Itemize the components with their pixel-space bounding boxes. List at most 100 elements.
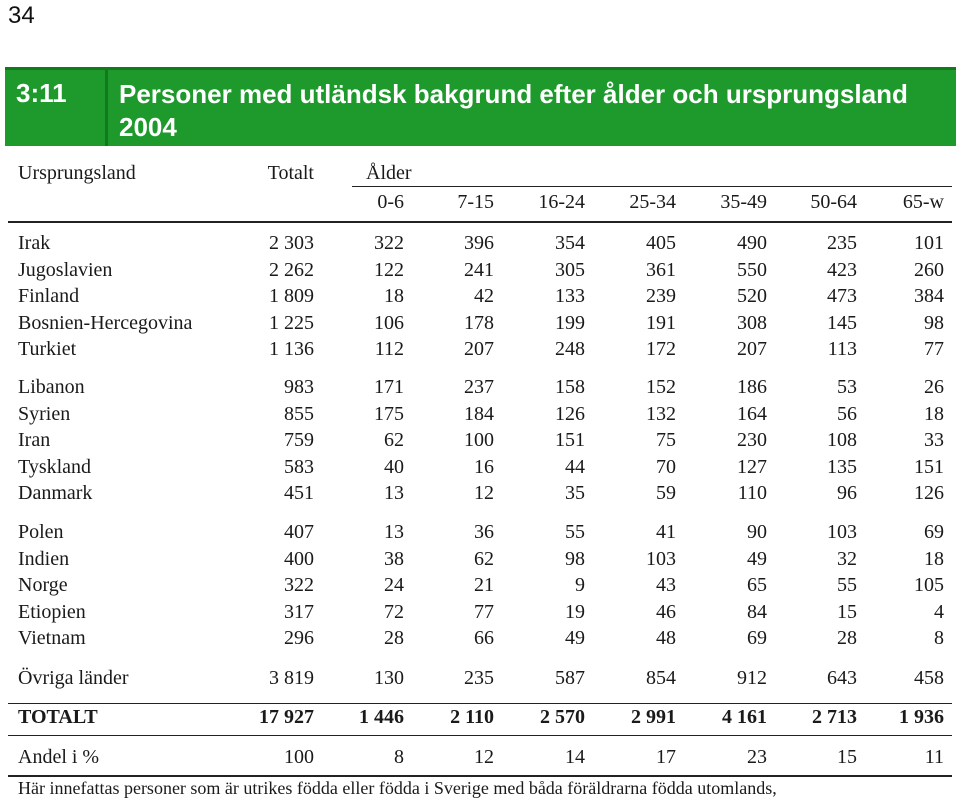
table-cell: 49: [565, 627, 585, 649]
table-cell: 550: [737, 259, 767, 281]
row-label: Libanon: [18, 376, 85, 398]
table-cell: 2 262: [269, 259, 314, 281]
table-cell: 230: [737, 429, 767, 451]
table-cell: 1 936: [899, 706, 944, 728]
table-cell: 24: [384, 574, 404, 596]
table-cell: 12: [474, 746, 494, 768]
row-label: Jugoslavien: [18, 259, 113, 281]
table-cell: 13: [384, 482, 404, 504]
table-cell: 151: [914, 456, 944, 478]
table-cell: 3 819: [269, 667, 314, 689]
row-label: Danmark: [18, 482, 93, 504]
row-label: Indien: [18, 548, 70, 570]
table-cell: 77: [474, 601, 494, 623]
table-cell: 587: [555, 667, 585, 689]
table-cell: 8: [934, 627, 944, 649]
table-cell: 260: [914, 259, 944, 281]
table-cell: 48: [656, 627, 676, 649]
table-cell: 18: [924, 548, 944, 570]
table-cell: 235: [464, 667, 494, 689]
table-cell: 322: [284, 574, 314, 596]
table-cell: 55: [837, 574, 857, 596]
table-cell: 490: [737, 232, 767, 254]
row-label: Norge: [18, 574, 68, 596]
table-cell: 98: [565, 548, 585, 570]
table-cell: 90: [747, 521, 767, 543]
table-cell: 384: [914, 285, 944, 307]
table-cell: 1 225: [269, 312, 314, 334]
header-age-group: 25-34: [629, 191, 676, 213]
table-cell: 105: [914, 574, 944, 596]
table-cell: 643: [827, 667, 857, 689]
header-age-group: 16-24: [538, 191, 585, 213]
table-cell: 26: [924, 376, 944, 398]
table-cell: 28: [837, 627, 857, 649]
page-number: 34: [8, 2, 35, 29]
table-cell: 122: [374, 259, 404, 281]
table-cell: 520: [737, 285, 767, 307]
table-cell: 759: [284, 429, 314, 451]
table-cell: 18: [384, 285, 404, 307]
table-cell: 53: [837, 376, 857, 398]
table-cell: 127: [737, 456, 767, 478]
table-cell: 396: [464, 232, 494, 254]
table-cell: 49: [747, 548, 767, 570]
table-cell: 854: [646, 667, 676, 689]
table-cell: 75: [656, 429, 676, 451]
row-label: Etiopien: [18, 601, 86, 623]
table-cell: 15: [837, 601, 857, 623]
table-cell: 55: [565, 521, 585, 543]
table-cell: 451: [284, 482, 314, 504]
table-cell: 69: [747, 627, 767, 649]
table-cell: 2 570: [540, 706, 585, 728]
table-cell: 178: [464, 312, 494, 334]
table-cell: 106: [374, 312, 404, 334]
table-cell: 354: [555, 232, 585, 254]
table-cell: 43: [656, 574, 676, 596]
footnote: Här innefattas personer som är utrikes f…: [18, 778, 777, 798]
table-cell: 175: [374, 403, 404, 425]
table-cell: 23: [747, 746, 767, 768]
table-cell: 1 809: [269, 285, 314, 307]
table-cell: 239: [646, 285, 676, 307]
header-rule: [8, 221, 952, 223]
table-cell: 2 713: [812, 706, 857, 728]
age-header-rule: [352, 186, 952, 187]
table-cell: 458: [914, 667, 944, 689]
header-origin: Ursprungsland: [18, 162, 136, 184]
table-cell: 322: [374, 232, 404, 254]
table-cell: 317: [284, 601, 314, 623]
table-cell: 42: [474, 285, 494, 307]
table-cell: 2 110: [450, 706, 494, 728]
table-cell: 207: [737, 338, 767, 360]
row-label: Övriga länder: [18, 667, 129, 689]
total-top-rule: [8, 703, 952, 704]
row-label: Syrien: [18, 403, 71, 425]
row-label: Iran: [18, 429, 51, 451]
table-cell: 1 446: [359, 706, 404, 728]
table-cell: 66: [474, 627, 494, 649]
table-cell: 305: [555, 259, 585, 281]
table-cell: 14: [565, 746, 585, 768]
table-cell: 36: [474, 521, 494, 543]
table-cell: 132: [646, 403, 676, 425]
table-cell: 103: [646, 548, 676, 570]
table-cell: 126: [914, 482, 944, 504]
row-label: Tyskland: [18, 456, 92, 478]
table-title: Personer med utländsk bakgrund efter åld…: [119, 79, 908, 142]
row-label: Andel i %: [18, 746, 100, 768]
table-cell: 400: [284, 548, 314, 570]
header-age: Ålder: [366, 162, 412, 184]
table-cell: 100: [464, 429, 494, 451]
row-label: Bosnien-Hercegovina: [18, 312, 193, 334]
table-cell: 855: [284, 403, 314, 425]
table-cell: 112: [374, 338, 404, 360]
table-cell: 423: [827, 259, 857, 281]
row-label: Finland: [18, 285, 80, 307]
table-cell: 108: [827, 429, 857, 451]
table-cell: 12: [474, 482, 494, 504]
table-title-bar: 3:11 Personer med utländsk bakgrund efte…: [5, 67, 956, 146]
table-cell: 101: [914, 232, 944, 254]
table-cell: 41: [656, 521, 676, 543]
table-cell: 130: [374, 667, 404, 689]
